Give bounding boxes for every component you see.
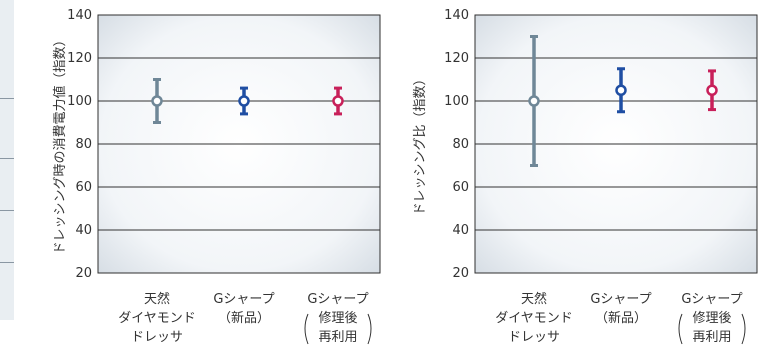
y-tick-label: 140 xyxy=(67,8,92,23)
data-point xyxy=(615,84,627,96)
y-tick-label: 120 xyxy=(444,51,469,66)
x-tick-label: （新品） xyxy=(595,310,647,326)
x-tick-label: 再利用 xyxy=(318,330,357,345)
margin-tick xyxy=(0,158,14,159)
data-point xyxy=(238,95,250,107)
x-tick-label: ドレッサ xyxy=(508,330,560,345)
y-axis-label: ドレッシング比（指数） xyxy=(413,72,428,215)
y-tick-label: 60 xyxy=(75,180,92,195)
y-tick-label: 40 xyxy=(75,223,92,238)
y-tick-label: 20 xyxy=(75,266,92,281)
label-bracket-right xyxy=(367,313,372,345)
x-tick-label: 修理後 xyxy=(692,311,731,326)
margin-tick xyxy=(0,262,14,263)
margin-tick xyxy=(0,98,14,99)
y-tick-label: 60 xyxy=(452,180,469,195)
y-tick-label: 20 xyxy=(452,266,469,281)
x-tick-label: ダイヤモンド xyxy=(495,311,573,326)
x-tick-label: （新品） xyxy=(218,310,270,326)
x-tick-label: Gシャープ xyxy=(590,292,651,307)
x-tick-label: ダイヤモンド xyxy=(118,311,196,326)
x-tick-label: Gシャープ xyxy=(681,292,742,307)
x-tick-label: 天然 xyxy=(521,291,547,307)
y-tick-label: 140 xyxy=(444,8,469,23)
x-tick-label: 修理後 xyxy=(318,311,357,326)
left-margin-strip xyxy=(0,0,14,320)
label-bracket-left xyxy=(678,313,683,345)
y-axis-label: ドレッシング時の消費電力値（指数） xyxy=(52,33,68,254)
y-tick-label: 120 xyxy=(67,51,92,66)
x-tick-label: 再利用 xyxy=(692,330,731,345)
y-tick-label: 40 xyxy=(452,223,469,238)
y-tick-label: 100 xyxy=(444,94,469,109)
x-tick-label: Gシャープ xyxy=(213,292,274,307)
margin-tick xyxy=(0,210,14,211)
label-bracket-left xyxy=(304,313,309,345)
y-tick-label: 80 xyxy=(452,137,469,152)
data-point xyxy=(528,95,540,107)
x-tick-label: Gシャープ xyxy=(307,292,368,307)
data-point xyxy=(151,95,163,107)
y-tick-label: 100 xyxy=(67,94,92,109)
y-tick-label: 80 xyxy=(75,137,92,152)
data-point xyxy=(706,84,718,96)
x-tick-label: ドレッサ xyxy=(131,330,183,345)
label-bracket-right xyxy=(741,313,746,345)
data-point xyxy=(332,95,344,107)
x-tick-label: 天然 xyxy=(144,291,170,307)
